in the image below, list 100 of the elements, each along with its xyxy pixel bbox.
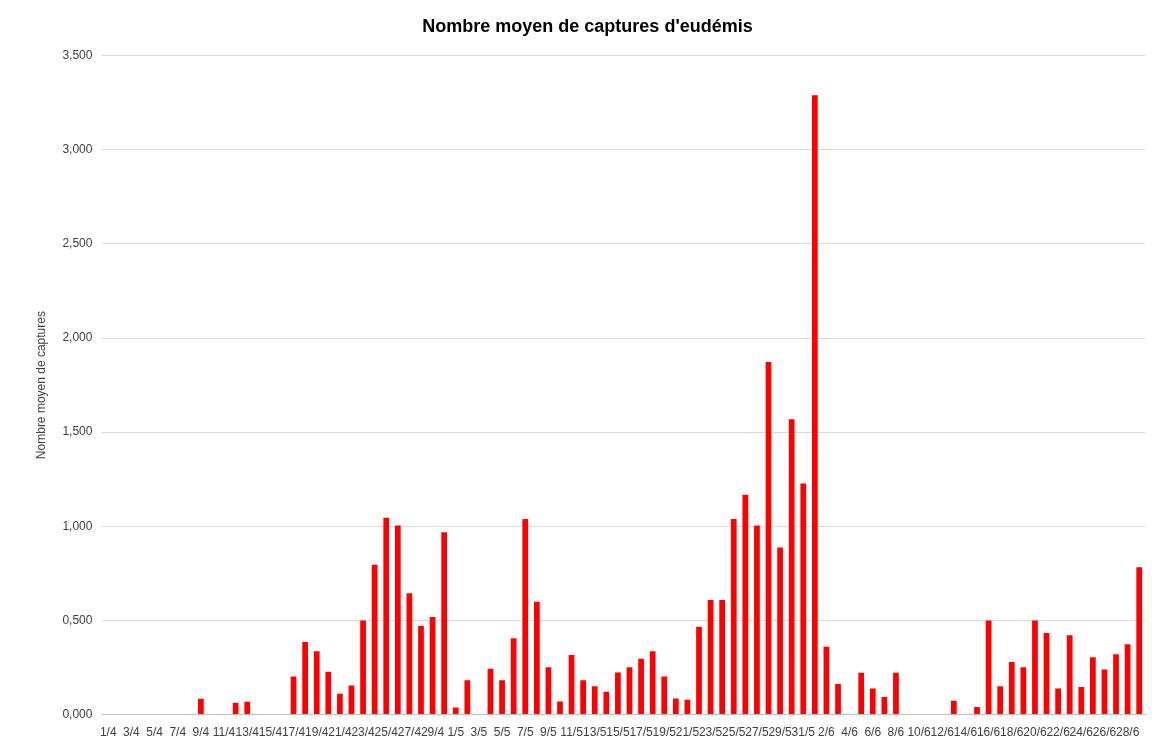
- bar: [371, 564, 378, 715]
- bar: [198, 698, 204, 715]
- y-axis-title: Nombre moyen de captures: [33, 311, 48, 460]
- x-tick-label: 17/4: [281, 725, 306, 740]
- bar: [811, 95, 818, 715]
- bar: [1008, 661, 1015, 715]
- bar: [661, 676, 668, 715]
- bar: [649, 651, 656, 715]
- x-tick-label: 15/4: [258, 725, 283, 740]
- bar: [742, 494, 749, 715]
- bar: [533, 601, 540, 715]
- x-tick-label: 27/4: [397, 725, 422, 740]
- bar: [1136, 567, 1143, 715]
- x-tick-label: 9/4: [192, 725, 210, 740]
- x-tick-label: 27/5: [745, 725, 769, 740]
- x-tick-label: 6/6: [864, 725, 882, 740]
- x-tick-label: 15/5: [606, 725, 630, 740]
- bar: [777, 547, 783, 715]
- bar: [881, 697, 888, 715]
- x-tick-label: 7/5: [516, 725, 534, 740]
- bar: [360, 620, 366, 715]
- x-tick-label: 11/4: [212, 725, 236, 740]
- x-tick-label: 13/4: [235, 725, 260, 740]
- bar: [869, 688, 876, 715]
- x-tick-label: 13/5: [583, 725, 607, 740]
- chart-title: Nombre moyen de captures d'eudémis: [422, 15, 753, 36]
- bar: [325, 671, 332, 715]
- bar: [997, 686, 1004, 715]
- x-tick-label: 21/4: [328, 725, 352, 740]
- y-tick-label: 2,500: [62, 236, 93, 251]
- x-tick-label: 18/6: [1000, 725, 1024, 740]
- bar: [951, 700, 957, 715]
- x-tick-label: 24/6: [1069, 725, 1094, 740]
- bar: [638, 658, 644, 715]
- bar: [232, 702, 239, 715]
- bar: [313, 651, 320, 715]
- bar: [580, 680, 587, 715]
- x-tick-label: 8/6: [887, 725, 905, 740]
- bar: [510, 638, 517, 715]
- x-tick-label: 12/6: [930, 725, 955, 740]
- bar: [302, 642, 309, 715]
- x-tick-label: 23/5: [698, 725, 723, 740]
- x-tick-label: 20/6: [1023, 725, 1047, 740]
- bar: [591, 686, 598, 715]
- x-tick-label: 16/6: [976, 725, 1001, 740]
- bar: [337, 693, 343, 715]
- bar: [615, 672, 621, 715]
- x-tick-label: 23/4: [351, 725, 376, 740]
- x-tick-label: 17/5: [629, 725, 654, 740]
- bar: [1066, 635, 1073, 715]
- bar: [1090, 657, 1096, 715]
- bar: [1032, 620, 1038, 715]
- bar: [719, 599, 726, 715]
- x-tick-label: 29/5: [768, 725, 793, 740]
- bar: [1078, 686, 1085, 715]
- bar: [974, 706, 980, 715]
- bar: [418, 626, 424, 715]
- x-tick-label: 19/4: [305, 725, 329, 740]
- y-tick-label: 1,000: [62, 518, 93, 533]
- bar: [858, 672, 865, 715]
- x-tick-label: 14/6: [953, 725, 978, 740]
- x-tick-label: 4/6: [841, 725, 859, 740]
- x-tick-label: 7/4: [169, 725, 187, 740]
- bar: [754, 525, 760, 715]
- bar: [603, 691, 610, 715]
- y-tick-label: 3,000: [62, 142, 93, 157]
- y-tick-label: 0,000: [62, 706, 93, 721]
- x-tick-label: 2/6: [818, 725, 836, 740]
- x-tick-label: 22/6: [1046, 725, 1071, 740]
- x-tick-label: 26/6: [1092, 725, 1117, 740]
- bar: [441, 532, 448, 715]
- bar: [672, 698, 679, 715]
- x-tick-label: 3/5: [470, 725, 488, 740]
- bar: [394, 525, 401, 715]
- bar: [1113, 654, 1119, 715]
- bar: [464, 680, 471, 715]
- x-tick-label: 11/5: [560, 725, 584, 740]
- x-tick-label: 21/5: [675, 725, 700, 740]
- bar: [893, 672, 899, 715]
- x-tick-label: 28/6: [1115, 725, 1140, 740]
- bar: [835, 683, 841, 715]
- x-tick-label: 29/4: [420, 725, 445, 740]
- y-tick-label: 1,500: [62, 424, 93, 439]
- bar: [244, 701, 251, 715]
- y-tick-label: 2,000: [62, 330, 93, 345]
- bar: [557, 701, 563, 715]
- bar: [696, 626, 702, 715]
- bar: [499, 680, 505, 715]
- x-tick-label: 25/4: [374, 725, 399, 740]
- y-tick-label: 0,500: [62, 612, 93, 627]
- x-tick-label: 10/6: [907, 725, 932, 740]
- x-tick-label: 19/5: [652, 725, 677, 740]
- x-tick-label: 9/5: [540, 725, 558, 740]
- bar: [1055, 688, 1061, 715]
- x-tick-label: 31/5: [791, 725, 816, 740]
- x-tick-label: 3/4: [123, 725, 141, 740]
- x-tick-label: 5/4: [146, 725, 164, 740]
- bar: [522, 518, 529, 715]
- bar: [383, 517, 390, 715]
- bar: [730, 518, 737, 715]
